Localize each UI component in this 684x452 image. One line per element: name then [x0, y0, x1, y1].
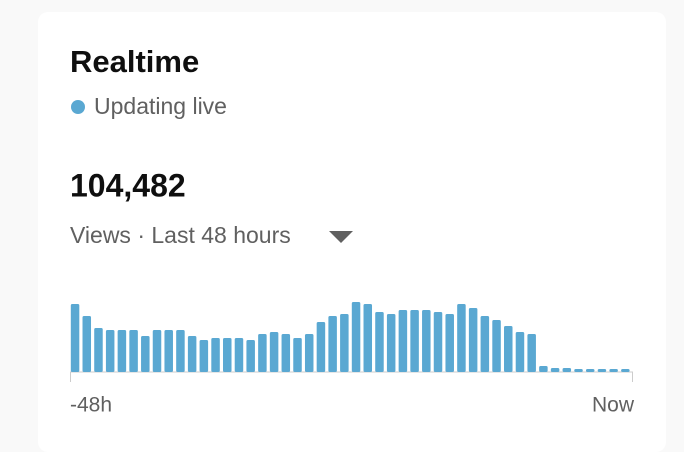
- bar: [527, 334, 536, 372]
- metric-selector[interactable]: Views · Last 48 hours: [70, 222, 291, 248]
- bar: [258, 334, 267, 372]
- bar: [492, 320, 501, 372]
- status: Updating live: [94, 93, 227, 119]
- bar: [515, 332, 525, 372]
- bar: [445, 314, 454, 372]
- bar: [550, 368, 560, 372]
- bar: [562, 368, 572, 372]
- bar: [422, 310, 431, 372]
- bar: [176, 330, 185, 372]
- bar: [234, 338, 244, 372]
- total-views: 104,482: [70, 167, 186, 203]
- bar: [609, 369, 618, 372]
- card-title: Realtime: [70, 44, 199, 79]
- bar: [457, 304, 466, 372]
- bar: [269, 332, 279, 372]
- bar: [152, 330, 162, 372]
- bar: [304, 334, 314, 372]
- bar: [585, 369, 595, 372]
- chart: Realtime Updating live 104,482 Views · L…: [70, 44, 635, 417]
- bar: [328, 316, 337, 372]
- bar: [281, 334, 291, 372]
- bar: [597, 369, 607, 372]
- bar: [316, 322, 326, 372]
- bar: [480, 316, 490, 372]
- bar: [574, 369, 583, 372]
- bar: [410, 310, 419, 372]
- live-dot: [71, 100, 85, 114]
- page: Realtime Updating live 104,482 Views · L…: [70, 44, 635, 417]
- bar: [340, 314, 349, 372]
- bar: [351, 302, 361, 372]
- bar: [398, 310, 408, 372]
- bar: [94, 328, 103, 372]
- bar: [141, 336, 150, 372]
- bar: [375, 312, 384, 372]
- bar: [82, 316, 92, 372]
- bar: [199, 340, 209, 372]
- bar: [223, 338, 232, 372]
- bar: [539, 366, 548, 372]
- bar: [164, 330, 173, 372]
- bar: [363, 304, 373, 372]
- bar: [468, 308, 478, 372]
- bar: [293, 338, 302, 372]
- bar: [386, 314, 396, 372]
- bar: [433, 312, 443, 372]
- bar: [621, 369, 630, 372]
- bar: [211, 338, 220, 372]
- bar: [504, 326, 513, 372]
- bar: [129, 330, 138, 372]
- bar: [70, 304, 80, 372]
- bar: [187, 336, 197, 372]
- x-tick-label: Now: [592, 394, 635, 417]
- bar: [117, 330, 127, 372]
- bar: [246, 340, 255, 372]
- x-tick-label: -48h: [70, 394, 112, 417]
- bar: [105, 330, 115, 372]
- dropdown-arrow[interactable]: [329, 231, 353, 243]
